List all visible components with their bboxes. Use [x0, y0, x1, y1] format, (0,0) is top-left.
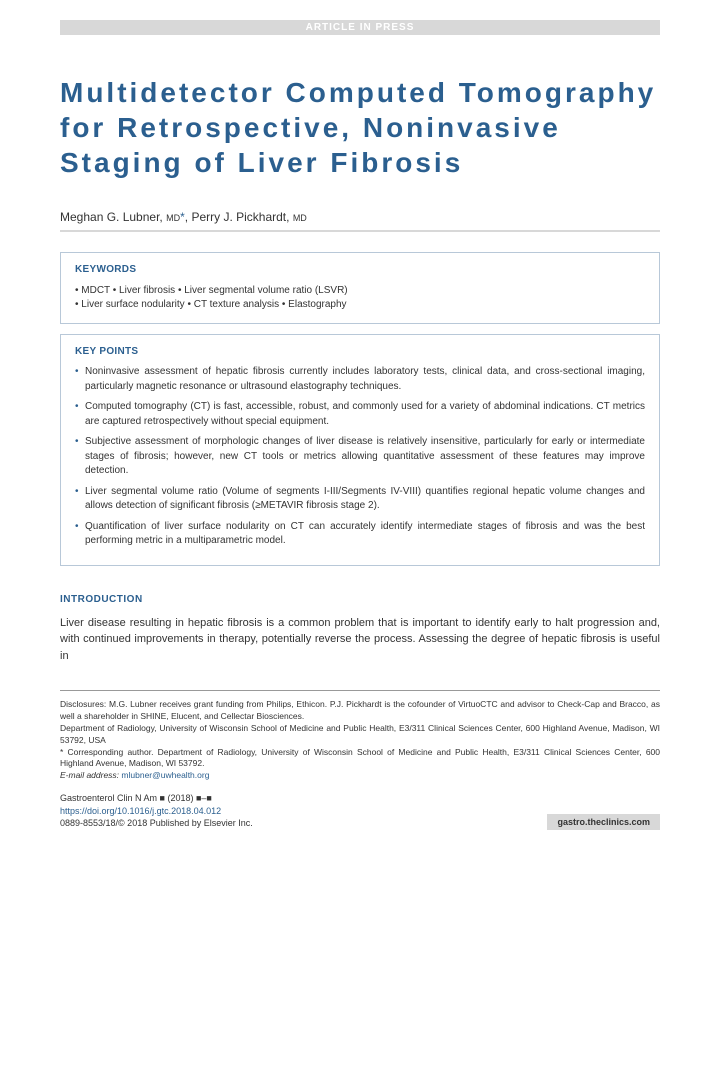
author-1-degree: MD [166, 213, 180, 223]
disclosures-text: Disclosures: M.G. Lubner receives grant … [60, 699, 660, 723]
introduction-paragraph: Liver disease resulting in hepatic fibro… [60, 615, 660, 665]
keypoint-item: Noninvasive assessment of hepatic fibros… [75, 365, 645, 394]
journal-footer-bar: Gastroenterol Clin N Am ■ (2018) ■–■ htt… [60, 792, 660, 830]
keywords-heading: KEYWORDS [75, 263, 645, 278]
copyright-line: 0889-8553/18/© 2018 Published by Elsevie… [60, 817, 253, 830]
journal-citation: Gastroenterol Clin N Am ■ (2018) ■–■ [60, 792, 253, 805]
keywords-line-1: • MDCT • Liver fibrosis • Liver segmenta… [75, 284, 645, 299]
keypoint-item: Quantification of liver surface nodulari… [75, 520, 645, 549]
keypoints-heading: KEY POINTS [75, 345, 645, 360]
keywords-box: KEYWORDS • MDCT • Liver fibrosis • Liver… [60, 252, 660, 324]
introduction-heading: INTRODUCTION [60, 594, 660, 605]
keywords-line-2: • Liver surface nodularity • CT texture … [75, 298, 645, 313]
article-in-press-banner: ARTICLE IN PRESS [60, 20, 660, 35]
footnotes-block: Disclosures: M.G. Lubner receives grant … [60, 699, 660, 782]
email-label: E-mail address: [60, 770, 121, 780]
keypoints-box: KEY POINTS Noninvasive assessment of hep… [60, 334, 660, 566]
keypoints-list: Noninvasive assessment of hepatic fibros… [75, 365, 645, 549]
footer-separator: Disclosures: M.G. Lubner receives grant … [60, 690, 660, 782]
author-1-name: Meghan G. Lubner, [60, 210, 163, 224]
affiliation-text: Department of Radiology, University of W… [60, 723, 660, 747]
email-line: E-mail address: mlubner@uwhealth.org [60, 770, 660, 782]
author-2-degree: MD [293, 213, 307, 223]
keypoint-item: Computed tomography (CT) is fast, access… [75, 400, 645, 429]
email-link[interactable]: mlubner@uwhealth.org [121, 770, 209, 780]
keypoint-item: Subjective assessment of morphologic cha… [75, 435, 645, 479]
journal-site-badge: gastro.theclinics.com [547, 814, 660, 830]
corresponding-author-text: * Corresponding author. Department of Ra… [60, 747, 660, 771]
article-title: Multidetector Computed Tomography for Re… [60, 75, 660, 180]
journal-left-block: Gastroenterol Clin N Am ■ (2018) ■–■ htt… [60, 792, 253, 830]
authors-line: Meghan G. Lubner, MD*, Perry J. Pickhard… [60, 210, 660, 232]
author-2-name: Perry J. Pickhardt, [191, 210, 289, 224]
doi-link[interactable]: https://doi.org/10.1016/j.gtc.2018.04.01… [60, 806, 221, 816]
keypoint-item: Liver segmental volume ratio (Volume of … [75, 485, 645, 514]
